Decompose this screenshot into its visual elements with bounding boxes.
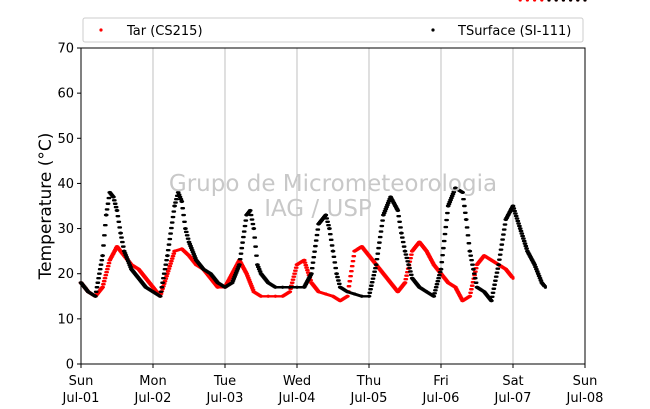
data-point <box>554 0 558 2</box>
y-tick-label: 30 <box>57 222 74 237</box>
data-point <box>518 0 522 2</box>
y-tick-label: 20 <box>57 267 74 282</box>
x-tick-label-day: Tue <box>213 374 236 389</box>
x-tick-label-date: Jul-01 <box>62 391 100 406</box>
legend: Tar (CS215) TSurface (SI-111) <box>82 17 584 43</box>
legend-label-tar: Tar (CS215) <box>126 24 203 39</box>
x-tick-label-day: Sun <box>573 374 598 389</box>
x-tick-label-day: Fri <box>433 374 449 389</box>
legend-label-tsurface: TSurface (SI-111) <box>457 24 571 39</box>
watermark: Grupo de Micrometeorologia IAG / USP <box>169 171 497 222</box>
data-point <box>561 0 565 2</box>
y-axis-label: Temperature (°C) <box>36 133 56 281</box>
x-tick-label-day: Wed <box>283 374 311 389</box>
y-tick-label: 60 <box>57 87 74 102</box>
watermark-line-1: Grupo de Micrometeorologia <box>169 171 497 197</box>
x-tick-label-date: Jul-08 <box>566 391 604 406</box>
x-axis: Sun Jul-01 Mon Jul-02 Tue Jul-03 Wed Jul-04 Thu J… <box>62 364 604 406</box>
data-point <box>533 0 537 2</box>
plot-area <box>81 48 585 364</box>
x-tick-label-date: Jul-07 <box>494 391 532 406</box>
data-point <box>547 0 551 2</box>
series-tsurface <box>78 0 587 303</box>
y-axis: 0 10 20 30 40 50 60 70 <box>57 42 81 373</box>
x-tick-label-date: Jul-04 <box>278 391 316 406</box>
legend-marker-tsurface <box>431 28 435 32</box>
legend-marker-tar <box>99 28 103 32</box>
x-tick-label-day: Sat <box>502 374 523 389</box>
legend-box <box>82 17 584 43</box>
y-tick-label: 10 <box>57 312 74 327</box>
x-tick-label-date: Jul-05 <box>350 391 388 406</box>
x-tick-label-date: Jul-03 <box>206 391 244 406</box>
data-point <box>569 0 573 2</box>
series-layer <box>78 0 587 303</box>
x-tick-label-date: Jul-02 <box>134 391 172 406</box>
x-tick-label-day: Thu <box>356 374 381 389</box>
y-tick-label: 0 <box>66 358 74 373</box>
data-point <box>583 0 587 2</box>
data-point <box>576 0 580 2</box>
x-tick-label-day: Sun <box>69 374 94 389</box>
data-point <box>525 0 529 2</box>
y-tick-label: 70 <box>57 42 74 57</box>
x-tick-label-day: Mon <box>139 374 166 389</box>
data-point <box>540 0 544 2</box>
x-tick-label-date: Jul-06 <box>422 391 460 406</box>
y-tick-label: 40 <box>57 177 74 192</box>
y-tick-label: 50 <box>57 132 74 147</box>
watermark-line-2: IAG / USP <box>264 196 372 222</box>
plot-frame <box>80 47 586 365</box>
